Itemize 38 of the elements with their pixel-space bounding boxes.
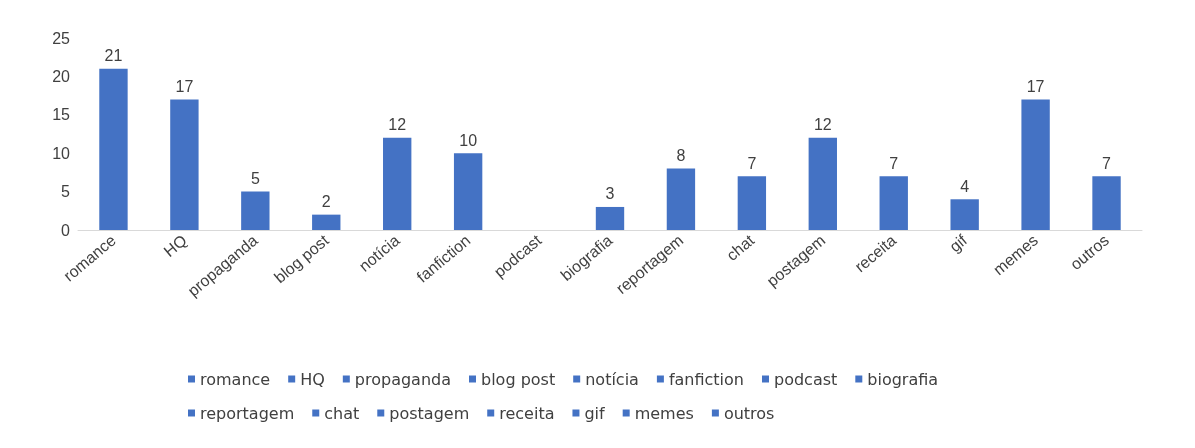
legend-label: notícia: [585, 369, 639, 389]
legend-label: postagem: [389, 403, 470, 423]
legend-label: HQ: [300, 369, 325, 389]
x-tick-label: gif: [946, 231, 971, 256]
data-label: 3: [605, 185, 615, 203]
y-tick-label: 25: [52, 29, 71, 47]
data-label: 2: [321, 193, 331, 211]
x-tick-label: HQ: [160, 231, 190, 260]
legend-label: chat: [324, 403, 360, 423]
y-tick-label: 5: [61, 183, 71, 201]
legend-label: podcast: [773, 369, 838, 389]
legend-label: reportagem: [200, 403, 295, 423]
y-tick-label: 10: [52, 144, 71, 162]
data-label: 7: [889, 154, 899, 172]
legend-label: propaganda: [354, 369, 452, 389]
legend-label: gif: [584, 403, 606, 423]
x-tick-label: chat: [723, 231, 758, 264]
legend-label: outros: [723, 403, 775, 423]
y-tick-label: 15: [52, 106, 71, 124]
data-label: 5: [250, 170, 260, 188]
data-label: 4: [960, 177, 970, 195]
data-label: 12: [813, 116, 832, 134]
data-label: 10: [459, 131, 478, 149]
data-label: 7: [747, 154, 757, 172]
legend-label: receita: [499, 403, 555, 423]
legend-label: memes: [634, 403, 694, 423]
data-label: 17: [175, 77, 194, 95]
data-label: 8: [676, 147, 686, 165]
data-label: 12: [388, 116, 407, 134]
legend-label: biografia: [867, 369, 939, 389]
legend-label: blog post: [481, 369, 556, 389]
data-label: 21: [104, 47, 123, 65]
y-tick-label: 0: [61, 221, 71, 239]
data-label: 17: [1026, 77, 1045, 95]
y-tick-label: 20: [52, 67, 71, 85]
legend-label: fanfiction: [668, 369, 744, 389]
data-label: 7: [1102, 154, 1112, 172]
legend-label: romance: [200, 369, 271, 389]
